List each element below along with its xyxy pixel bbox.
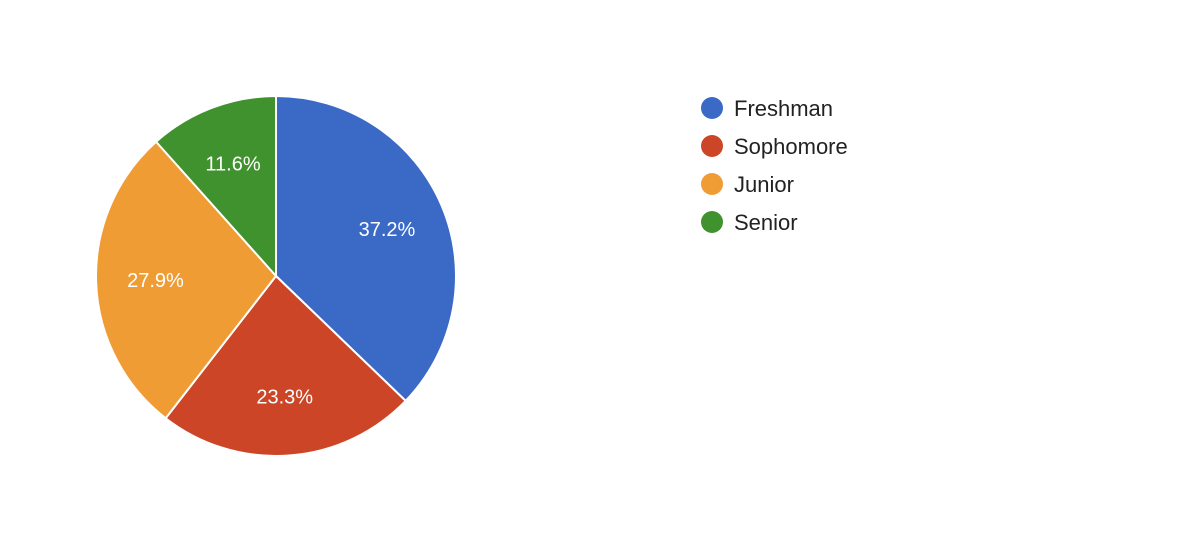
legend-swatch-sophomore (701, 135, 723, 157)
slice-label-junior: 27.9% (127, 270, 184, 292)
legend-swatch-freshman (701, 97, 723, 119)
legend-label-junior: Junior (734, 172, 794, 197)
legend-item-senior[interactable]: Senior (701, 210, 798, 235)
legend-swatch-junior (701, 173, 723, 195)
slice-labels: 37.2% 23.3% 27.9% 11.6% (127, 153, 415, 408)
legend-label-sophomore: Sophomore (734, 134, 848, 159)
slice-label-sophomore: 23.3% (256, 386, 313, 408)
legend: Freshman Sophomore Junior Senior (701, 96, 848, 235)
pie-slice-sophomore[interactable] (164, 274, 408, 457)
pie-slice-junior[interactable] (95, 140, 278, 420)
legend-item-junior[interactable]: Junior (701, 172, 794, 197)
legend-swatch-senior (701, 211, 723, 233)
legend-label-freshman: Freshman (734, 96, 833, 121)
legend-item-freshman[interactable]: Freshman (701, 96, 833, 121)
legend-item-sophomore[interactable]: Sophomore (701, 134, 848, 159)
slice-label-senior: 11.6% (205, 153, 260, 175)
pie-slice-senior[interactable] (154, 94, 277, 279)
slice-label-freshman: 37.2% (359, 219, 416, 241)
pie-slice-freshman[interactable] (275, 94, 457, 403)
legend-label-senior: Senior (734, 210, 798, 235)
pie-slices (95, 94, 457, 457)
